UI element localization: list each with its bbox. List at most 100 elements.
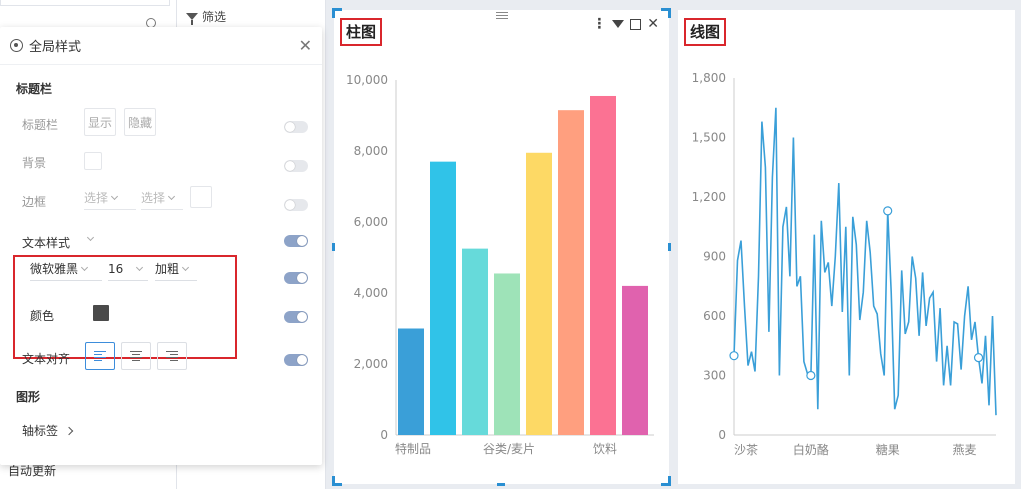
bar-chart-widget[interactable]: 柱图 ⋮ ✕ 0 2,000 4,000 6,000 8,000 10,000 特制品 谷类/… [332, 8, 671, 486]
chevron-down-icon [110, 192, 119, 200]
graphic-section: 图形 [16, 390, 41, 404]
title-bar-section: 标题栏 [16, 82, 53, 96]
font-size-value: 16 [108, 261, 124, 276]
y-tick-label: 0 [380, 428, 388, 442]
hide-button[interactable]: 隐藏 [124, 108, 156, 136]
resize-handle[interactable] [332, 8, 342, 18]
chevron-down-icon[interactable] [86, 233, 95, 242]
filter-icon [186, 13, 198, 25]
font-family-select[interactable]: 微软雅黑 [30, 257, 102, 281]
line-chart-widget[interactable]: 线图 0 300 600 900 1,200 1,500 1,800 沙茶 白奶酪 糖果 燕麦 [678, 10, 1015, 484]
title-bar-label: 标题栏 [22, 118, 59, 132]
y-tick-label: 600 [703, 309, 726, 323]
bar [622, 285, 648, 435]
line-chart: 0 300 600 900 1,200 1,500 1,800 沙茶 白奶酪 糖果 燕麦 [692, 71, 997, 457]
x-tick-label: 糖果 [876, 442, 900, 457]
close-icon[interactable]: ✕ [647, 16, 659, 32]
more-icon[interactable]: ⋮ [592, 16, 607, 32]
axis-label-row[interactable]: 轴标签 [22, 422, 74, 439]
y-tick-label: 2,000 [354, 357, 388, 371]
bar [558, 110, 584, 436]
y-tick-label: 4,000 [354, 286, 388, 300]
x-tick-label: 特制品 [395, 441, 431, 456]
series-line [733, 107, 997, 416]
chevron-down-icon [181, 263, 190, 271]
border-style-select[interactable]: 选择 [84, 186, 136, 210]
data-point [729, 351, 739, 361]
y-tick-label: 300 [703, 369, 726, 383]
resize-handle[interactable] [668, 243, 671, 251]
x-tick-label: 沙茶 [734, 442, 758, 457]
axis-label-text: 轴标签 [22, 424, 59, 438]
filter-header[interactable]: 筛选 [186, 8, 226, 25]
text-style-label[interactable]: 文本样式 [22, 236, 71, 250]
text-align-label: 文本对齐 [22, 352, 71, 366]
bar [430, 161, 456, 435]
border-style-value: 选择 [84, 191, 109, 205]
widget-toolbar: ⋮ ✕ [592, 16, 659, 32]
resize-handle[interactable] [661, 8, 671, 18]
border-width-value: 选择 [141, 191, 166, 205]
y-tick-label: 900 [703, 250, 726, 264]
y-tick-label: 1,800 [692, 71, 726, 85]
align-right-button[interactable] [157, 342, 187, 370]
align-left-button[interactable] [85, 342, 115, 370]
bar [590, 95, 616, 435]
chevron-right-icon [64, 426, 74, 435]
bar [398, 328, 424, 435]
font-toggle[interactable] [284, 272, 308, 284]
text-style-toggle[interactable] [284, 235, 308, 247]
data-point [883, 206, 893, 216]
color-label: 颜色 [30, 309, 55, 323]
x-tick-label: 饮料 [593, 442, 617, 456]
x-tick-label: 燕麦 [953, 443, 977, 457]
drag-handle-icon[interactable] [496, 12, 508, 19]
maximize-icon[interactable] [630, 18, 642, 30]
background-toggle[interactable] [284, 160, 308, 172]
bar-chart: 0 2,000 4,000 6,000 8,000 10,000 特制品 谷类/麦片 饮料 [346, 73, 654, 456]
border-color-box[interactable] [190, 186, 212, 208]
resize-handle[interactable] [332, 243, 335, 251]
background-label: 背景 [22, 156, 47, 170]
show-button[interactable]: 显示 [84, 108, 116, 136]
y-tick-label: 8,000 [354, 144, 388, 158]
y-tick-label: 1,200 [692, 190, 726, 204]
data-point [806, 370, 816, 381]
bar-chart-title: 柱图 [340, 18, 383, 46]
y-tick-label: 6,000 [354, 215, 388, 229]
background-color-box[interactable] [84, 152, 102, 170]
filter-icon[interactable] [612, 20, 625, 28]
font-size-select[interactable]: 16 [108, 257, 148, 281]
font-weight-value: 加粗 [155, 262, 180, 276]
bar [462, 248, 488, 435]
panel-header: 全局样式 ✕ [0, 27, 322, 65]
auto-update-label[interactable]: 自动更新 [8, 464, 57, 478]
gear-icon [10, 39, 23, 52]
close-icon[interactable]: ✕ [298, 35, 312, 55]
font-weight-select[interactable]: 加粗 [155, 257, 197, 281]
data-point [973, 353, 984, 363]
font-family-value: 微软雅黑 [30, 262, 79, 276]
y-tick-label: 10,000 [346, 73, 388, 87]
y-tick-label: 0 [718, 428, 726, 442]
border-width-select[interactable]: 选择 [141, 186, 183, 210]
resize-handle[interactable] [332, 476, 342, 486]
x-tick-label: 白奶酪 [793, 442, 829, 457]
border-toggle[interactable] [284, 199, 308, 211]
bar [494, 273, 520, 435]
text-style-highlight [13, 255, 237, 359]
align-center-button[interactable] [121, 342, 151, 370]
resize-handle[interactable] [497, 483, 505, 486]
text-align-toggle[interactable] [284, 354, 308, 366]
chevron-down-icon [136, 263, 144, 271]
y-tick-label: 1,500 [692, 131, 726, 145]
filter-label: 筛选 [202, 10, 227, 24]
x-tick-label: 谷类/麦片 [483, 442, 535, 456]
title-bar-toggle[interactable] [284, 121, 308, 133]
text-color-swatch[interactable] [93, 305, 109, 321]
resize-handle[interactable] [661, 476, 671, 486]
search-box[interactable] [0, 0, 170, 6]
color-toggle[interactable] [284, 311, 308, 323]
chevron-down-icon [167, 192, 176, 200]
border-label: 边框 [22, 195, 47, 209]
